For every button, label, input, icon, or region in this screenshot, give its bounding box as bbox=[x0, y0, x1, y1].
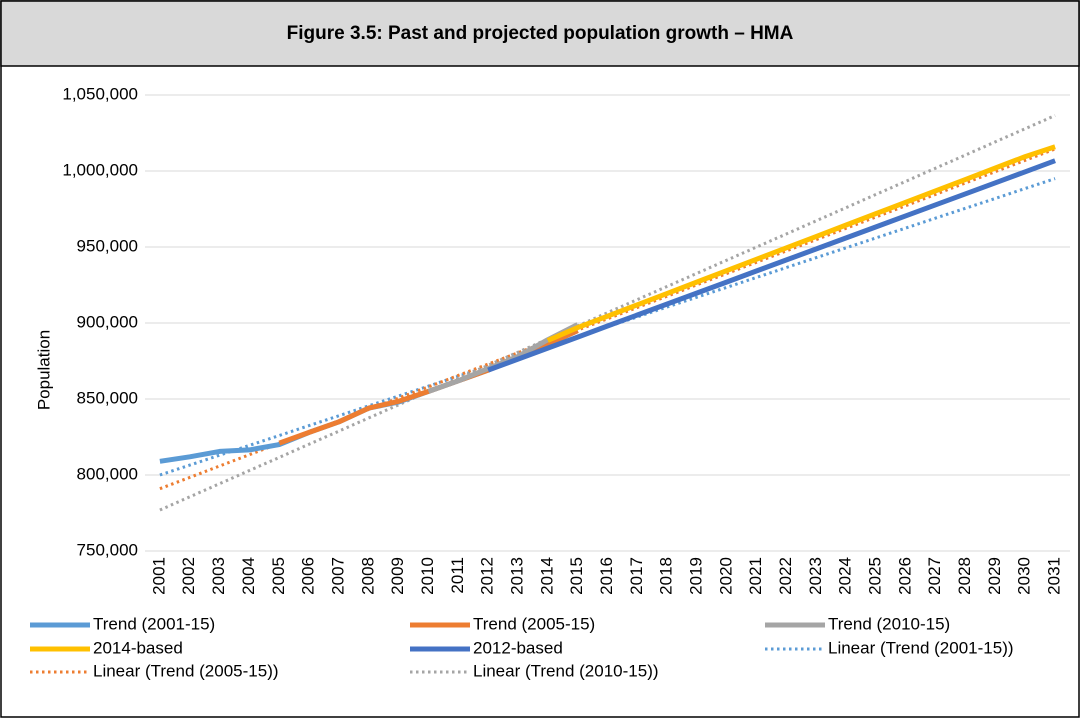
x-tick-label: 2022 bbox=[776, 557, 795, 595]
x-tick-label: 2029 bbox=[985, 557, 1004, 595]
legend-label: 2012-based bbox=[473, 638, 563, 657]
x-tick-label: 2031 bbox=[1045, 557, 1064, 595]
title-bar bbox=[0, 0, 1080, 67]
x-tick-label: 2002 bbox=[179, 557, 198, 595]
x-tick-label: 2007 bbox=[328, 557, 347, 595]
x-tick-label: 2020 bbox=[716, 557, 735, 595]
legend-label: 2014-based bbox=[93, 638, 183, 657]
x-tick-label: 2018 bbox=[657, 557, 676, 595]
x-tick-label: 2016 bbox=[597, 557, 616, 595]
legend-label: Linear (Trend (2001-15)) bbox=[828, 638, 1014, 657]
x-tick-label: 2009 bbox=[388, 557, 407, 595]
y-axis-label: Population bbox=[34, 330, 53, 410]
y-tick-label: 750,000 bbox=[77, 540, 138, 559]
x-tick-label: 2001 bbox=[149, 557, 168, 595]
chart-title: Figure 3.5: Past and projected populatio… bbox=[287, 23, 794, 44]
x-tick-label: 2017 bbox=[627, 557, 646, 595]
x-tick-label: 2023 bbox=[806, 557, 825, 595]
y-tick-label: 1,000,000 bbox=[62, 160, 138, 179]
x-tick-label: 2003 bbox=[209, 557, 228, 595]
x-tick-label: 2014 bbox=[537, 557, 556, 595]
x-tick-label: 2024 bbox=[836, 557, 855, 595]
series-line bbox=[546, 144, 1056, 343]
trend-line bbox=[159, 177, 1056, 477]
series-line bbox=[487, 158, 1056, 373]
y-tick-label: 800,000 bbox=[77, 464, 138, 483]
x-tick-label: 2019 bbox=[687, 557, 706, 595]
x-tick-label: 2008 bbox=[358, 557, 377, 595]
y-tick-label: 900,000 bbox=[77, 312, 138, 331]
x-tick-label: 2026 bbox=[895, 557, 914, 595]
legend-label: Linear (Trend (2010-15)) bbox=[473, 661, 659, 680]
legend-label: Trend (2001-15) bbox=[93, 614, 215, 633]
y-tick-label: 1,050,000 bbox=[62, 84, 138, 103]
x-tick-label: 2012 bbox=[478, 557, 497, 595]
x-tick-label: 2004 bbox=[239, 557, 258, 595]
x-tick-label: 2027 bbox=[925, 557, 944, 595]
trend-line bbox=[159, 114, 1056, 512]
legend-label: Linear (Trend (2005-15)) bbox=[93, 661, 279, 680]
x-tick-label: 2010 bbox=[418, 557, 437, 595]
y-tick-label: 850,000 bbox=[77, 388, 138, 407]
x-tick-label: 2030 bbox=[1015, 557, 1034, 595]
legend-label: Trend (2005-15) bbox=[473, 614, 595, 633]
x-tick-label: 2028 bbox=[955, 557, 974, 595]
x-tick-label: 2015 bbox=[567, 557, 586, 595]
x-tick-label: 2013 bbox=[507, 557, 526, 595]
x-tick-label: 2025 bbox=[866, 557, 885, 595]
x-tick-label: 2006 bbox=[299, 557, 318, 595]
x-tick-label: 2011 bbox=[448, 557, 467, 594]
x-tick-label: 2005 bbox=[269, 557, 288, 595]
y-tick-label: 950,000 bbox=[77, 236, 138, 255]
x-tick-label: 2021 bbox=[746, 557, 765, 595]
legend-label: Trend (2010-15) bbox=[828, 614, 950, 633]
